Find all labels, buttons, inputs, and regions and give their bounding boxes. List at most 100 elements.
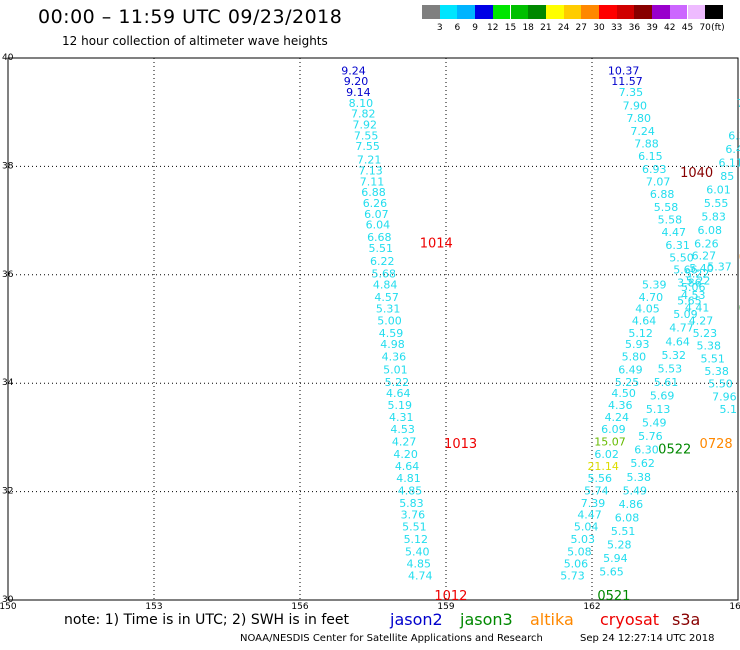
legend-swatch — [705, 5, 723, 19]
wave-height-label: 6.49 — [618, 363, 643, 376]
legend-swatch — [581, 5, 599, 19]
wave-height-label: 5.53 — [658, 362, 683, 375]
lon-tick-label: 156 — [291, 602, 308, 612]
wave-height-label: 5.55 — [704, 197, 729, 210]
generated-time: Sep 24 12:27:14 UTC 2018 — [580, 633, 715, 644]
wave-height-label: 5.31 — [376, 303, 401, 316]
map-subtitle: 12 hour collection of altimeter wave hei… — [62, 34, 328, 48]
wave-height-label: 5.83 — [701, 211, 726, 224]
wave-height-label: 6.07 — [364, 208, 389, 221]
footer-note: note: 1) Time is in UTC; 2) SWH is in fe… — [64, 612, 350, 628]
wave-height-label: 5.51 — [700, 353, 725, 366]
wave-height-label: 5.03 — [571, 533, 596, 546]
wave-height-label: 5.37 — [707, 260, 732, 273]
wave-height-label: 5.04 — [574, 521, 599, 534]
wave-height-label: 5.69 — [650, 389, 675, 402]
wave-height-label: 6.15 — [638, 150, 663, 163]
wave-height-label: 6.26 — [363, 197, 388, 210]
lon-tick-label: 165 — [729, 602, 740, 612]
wave-height-label: 4.27 — [689, 315, 714, 328]
wave-height-label: 4.64 — [395, 460, 420, 473]
satellite-name: cryosat — [600, 610, 660, 629]
wave-height-label: 5.19 — [388, 399, 413, 412]
legend-swatch — [687, 5, 706, 19]
legend-swatch — [510, 5, 529, 19]
legend-swatch — [652, 5, 670, 19]
pass-time-label: 0 — [739, 302, 740, 317]
wave-height-label: 5.32 — [662, 349, 687, 362]
legend-unit: (ft) — [711, 23, 725, 33]
wave-height-label: 4.59 — [379, 327, 404, 340]
wave-height-label: 21.14 — [587, 460, 619, 473]
wave-height-label: 6.88 — [650, 188, 675, 201]
map-title: 00:00 – 11:59 UTC 09/23/2018 — [38, 6, 343, 28]
wave-height-label: 5.13 — [646, 403, 671, 416]
pass-time-label: 1014 — [420, 237, 453, 252]
legend-label: 30 — [593, 23, 605, 33]
wave-height-label: 5.50 — [708, 378, 733, 391]
wave-height-label: 4.77 — [669, 322, 694, 335]
legend-label: 27 — [575, 23, 587, 33]
wave-height-label: 5.58 — [654, 201, 679, 214]
wave-height-label: 5.73 — [560, 569, 585, 582]
wave-height-label: 4.74 — [408, 569, 433, 582]
legend-label: 9 — [472, 23, 478, 33]
legend-swatch — [528, 5, 546, 19]
wave-height-label: 5.38 — [697, 340, 722, 353]
wave-height-label: 5.40 — [405, 546, 430, 559]
wave-height-label: 7.11 — [360, 175, 385, 188]
wave-height-label: 4.27 — [392, 436, 417, 449]
legend-label: 21 — [540, 23, 552, 33]
wave-height-label: 6.31 — [665, 239, 690, 252]
wave-height-label: 5.68 — [371, 268, 396, 281]
wave-height-label: 5.23 — [693, 327, 718, 340]
pass-time-label: 0522 — [658, 443, 691, 458]
wave-height-label: 4.24 — [605, 411, 630, 424]
wave-height-label: 15.07 — [594, 436, 626, 449]
wave-height-label: 7.92 — [352, 118, 377, 131]
wave-height-label: 6.3 — [728, 129, 740, 142]
lat-tick-label: 38 — [2, 161, 14, 171]
pass-time-label: 0728 — [700, 437, 733, 452]
wave-height-label: 5.61 — [654, 376, 679, 389]
pass-time-label: 1013 — [444, 437, 477, 452]
wave-height-label: 5.22 — [685, 268, 710, 281]
wave-height-label: 7.07 — [646, 175, 671, 188]
wave-height-label: 10.37 — [608, 64, 640, 77]
wave-height-label: 5.80 — [622, 350, 647, 363]
wave-height-label: 5.12 — [628, 327, 653, 340]
wave-height-label: 5.08 — [567, 546, 592, 559]
wave-height-label: 6.09 — [601, 423, 626, 436]
wave-height-label: 7.24 — [630, 125, 655, 138]
wave-height-label: 6.22 — [370, 255, 395, 268]
wave-height-label: 5.50 — [669, 251, 694, 264]
legend-label: 33 — [610, 23, 623, 33]
wave-height-label: 7 — [737, 97, 740, 110]
legend-label: 42 — [664, 23, 676, 33]
wave-height-label: 5.01 — [383, 363, 408, 376]
wave-height-label: 5.74 — [584, 484, 609, 497]
wave-height-label: 5.93 — [625, 338, 650, 351]
wave-height-label: 4.70 — [639, 291, 664, 304]
lon-tick-label: 162 — [583, 602, 600, 612]
wave-height-label: 4.86 — [619, 498, 644, 511]
wave-height-label: 7.39 — [581, 497, 606, 510]
wave-height-label: 4.64 — [665, 335, 690, 348]
wave-height-label: 9.14 — [346, 86, 371, 99]
wave-height-label: 4.20 — [393, 448, 418, 461]
wave-height-label: 5.62 — [630, 457, 655, 470]
lat-tick-label: 40 — [2, 53, 14, 63]
wave-height-label: 4.36 — [382, 350, 407, 363]
wave-height-label: 5.66 — [673, 264, 698, 277]
wave-height-label: 5.83 — [399, 497, 424, 510]
wave-height-label: 7.80 — [626, 112, 651, 125]
wave-height-label: 6.08 — [698, 224, 723, 237]
legend-label: 18 — [522, 23, 534, 33]
wave-height-label: 5.22 — [385, 376, 410, 389]
wave-height-label: 6.27 — [692, 250, 717, 263]
legend-swatch — [616, 5, 635, 19]
wave-height-label: 7.82 — [351, 108, 376, 121]
wave-height-label: 7.55 — [355, 140, 380, 153]
wave-height-label: 5.40 — [689, 262, 714, 275]
credit-line: NOAA/NESDIS Center for Satellite Applica… — [240, 633, 543, 644]
